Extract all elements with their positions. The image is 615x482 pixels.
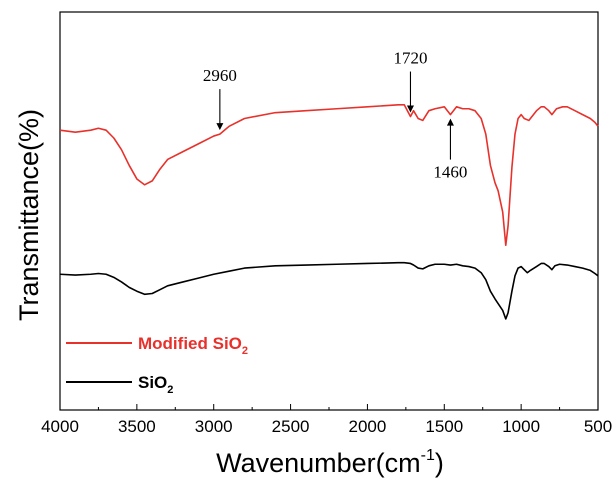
x-tick-label: 3500	[118, 417, 156, 436]
annotation-label: 1720	[393, 49, 427, 68]
annotation-arrow-head	[406, 105, 414, 113]
x-axis-title: Wavenumber(cm-1)	[216, 447, 444, 478]
x-axis-ticks: 4000 3500 3000 2500 2000 1500 1000 500	[41, 404, 612, 436]
x-tick-label: 500	[584, 417, 612, 436]
annotation-arrow-head	[446, 118, 454, 126]
legend-label-main: Modified SiO	[138, 334, 242, 353]
annotations-layer: 2960 1720 1460	[203, 49, 468, 182]
legend-label-main: SiO	[138, 373, 167, 392]
legend-label-subscript: 2	[242, 345, 248, 357]
legend-label: SiO2	[138, 373, 173, 396]
annotation-label: 2960	[203, 66, 237, 85]
x-tick-label: 2500	[272, 417, 310, 436]
y-axis-title: Transmittance(%)	[14, 109, 44, 321]
series-layer	[59, 104, 599, 320]
legend-label: Modified SiO2	[138, 334, 248, 357]
legend-label-subscript: 2	[167, 384, 173, 396]
annotation-label: 1460	[433, 163, 467, 182]
x-tick-label: 1500	[425, 417, 463, 436]
x-tick-label: 3000	[195, 417, 233, 436]
x-tick-label: 1000	[502, 417, 540, 436]
annotation-arrow-head	[216, 123, 224, 131]
x-tick-label: 2000	[349, 417, 387, 436]
x-tick-label: 4000	[41, 417, 79, 436]
x-axis-title-main: Wavenumber(cm	[216, 448, 421, 478]
series-line-0	[59, 104, 599, 247]
x-axis-title-close: )	[435, 448, 444, 478]
series-line-1	[59, 261, 599, 320]
x-axis-title-superscript: -1	[421, 447, 435, 464]
